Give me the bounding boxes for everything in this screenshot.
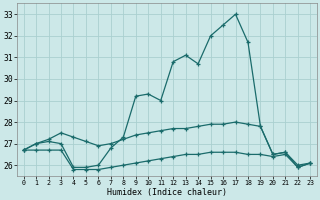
X-axis label: Humidex (Indice chaleur): Humidex (Indice chaleur) bbox=[107, 188, 227, 197]
